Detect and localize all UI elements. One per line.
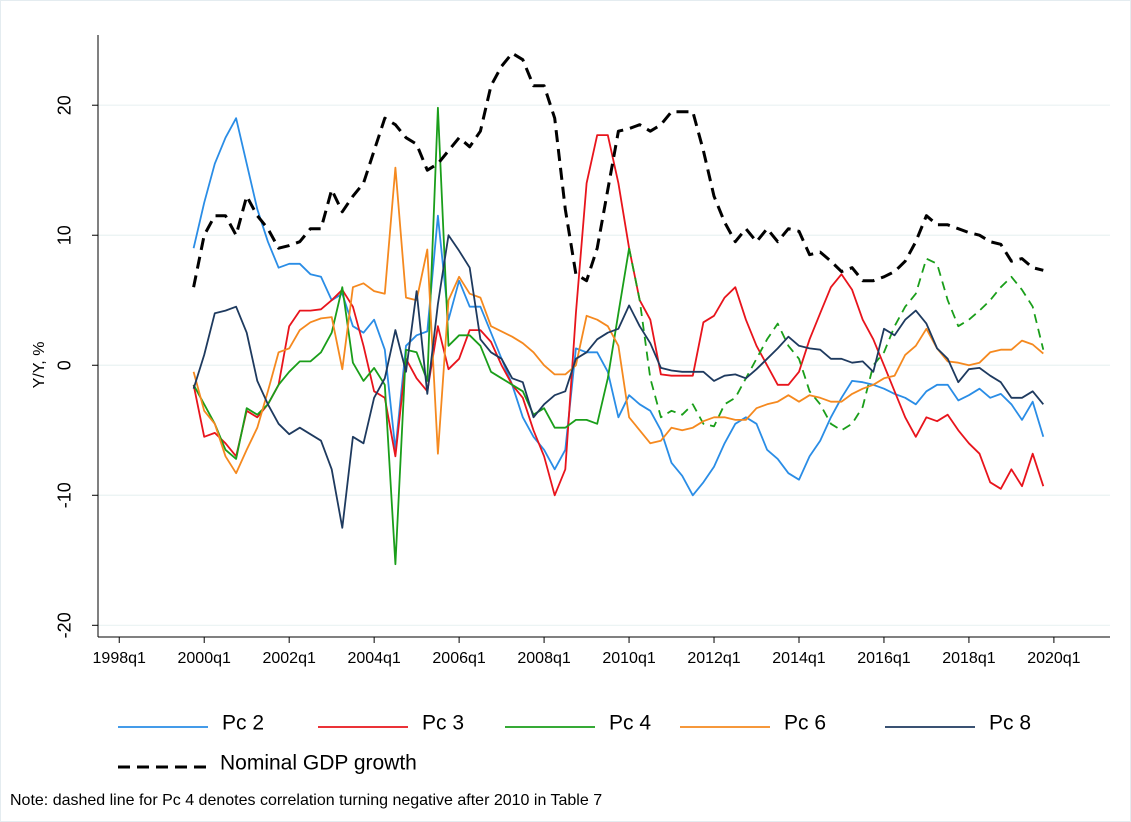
legend-label: Pc 6	[784, 712, 826, 735]
series-line	[192, 134, 1045, 497]
legend-label: Nominal GDP growth	[220, 752, 417, 775]
x-tick-label: 1998q1	[93, 650, 146, 667]
series-line	[628, 248, 1045, 432]
x-tick-label: 2014q1	[772, 650, 825, 667]
x-tick-label: 2010q1	[602, 650, 655, 667]
note: Note: dashed line for Pc 4 denotes corre…	[10, 792, 602, 809]
y-tick-label: 20	[55, 95, 75, 115]
y-tick-label: 0	[55, 360, 75, 370]
x-tick-label: 2012q1	[687, 650, 740, 667]
y-axis-label: Y/Y, %	[31, 342, 48, 389]
x-tick-label: 2020q1	[1027, 650, 1080, 667]
x-tick-label: 2016q1	[857, 650, 910, 667]
x-tick-label: 2006q1	[432, 650, 485, 667]
series-line	[192, 234, 1044, 529]
series-line	[192, 117, 1045, 497]
x-tick-label: 2002q1	[262, 650, 315, 667]
x-tick-label: 2004q1	[347, 650, 400, 667]
x-tick-label: 2008q1	[517, 650, 570, 667]
series-line	[192, 106, 630, 566]
y-tick-label: -10	[55, 482, 75, 508]
x-tick-label: 2018q1	[942, 650, 995, 667]
y-tick-label: -20	[55, 612, 75, 638]
legend-label: Pc 8	[989, 712, 1031, 735]
x-tick-label: 2000q1	[178, 650, 231, 667]
series-line	[192, 166, 1044, 475]
legend-label: Pc 2	[222, 712, 264, 735]
legend-label: Pc 3	[422, 712, 464, 735]
series-line	[192, 51, 1044, 288]
legend-label: Pc 4	[609, 712, 651, 735]
y-tick-label: 10	[55, 225, 75, 245]
